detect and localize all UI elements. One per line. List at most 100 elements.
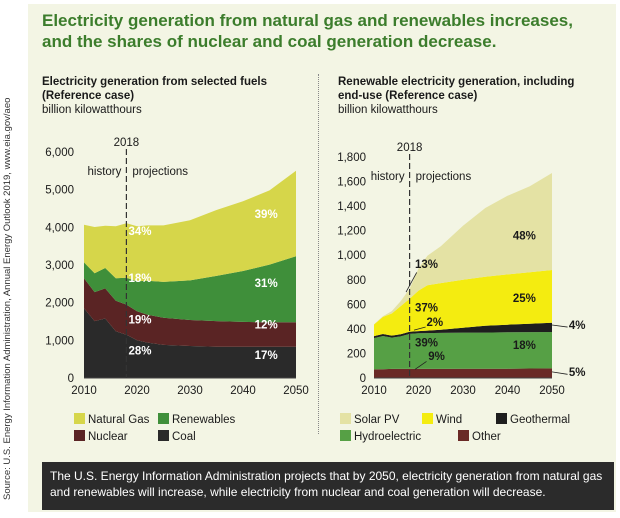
right-share-label: 13% (415, 259, 438, 271)
main-title-line2: and the shares of nuclear and coal gener… (42, 32, 497, 51)
left-y-tick-label: 0 (68, 373, 74, 385)
legend-item-natural-gas: Natural Gas (74, 413, 149, 426)
left-chart-unit: billion kilowatthours (42, 104, 142, 116)
right-leader-line (551, 371, 568, 375)
legend-item-nuclear: Nuclear (74, 430, 128, 443)
right-y-tick-label: 600 (347, 299, 366, 311)
left-divider-year: 2018 (114, 137, 140, 149)
right-x-tick-label: 2040 (495, 385, 521, 397)
right-y-tick-label: 1,200 (337, 226, 366, 238)
main-title: Electricity generation from natural gas … (42, 10, 612, 52)
right-area-geothermal (374, 322, 552, 339)
right-chart-unit: billion kilowatthours (338, 104, 438, 116)
legend-label-natural-gas: Natural Gas (88, 414, 150, 426)
right-share-label: 25% (513, 293, 536, 305)
left-area-natural-gas (84, 170, 296, 282)
right-y-tick-label: 1,400 (337, 201, 366, 213)
right-share-label: 39% (415, 338, 438, 350)
legend-label-renewables: Renewables (172, 414, 236, 426)
right-share-label: 18% (513, 340, 536, 352)
left-y-tick-label: 5,000 (45, 185, 74, 197)
right-area-hydroelectric (374, 332, 552, 370)
legend-label-other: Other (472, 431, 501, 443)
left-area-coal (84, 308, 296, 378)
right-share-label: 4% (569, 320, 586, 332)
right-share-label: 37% (415, 303, 438, 315)
right-projections-label: projections (416, 171, 472, 183)
legend-item-coal: Coal (158, 430, 196, 443)
left-x-tick-label: 2010 (71, 385, 97, 397)
right-y-tick-label: 800 (347, 275, 366, 287)
main-title-line1: Electricity generation from natural gas … (42, 11, 573, 30)
left-share-label: 39% (255, 209, 278, 221)
left-share-label: 19% (129, 314, 152, 326)
legend-item-other: Other (458, 430, 501, 443)
left-y-tick-label: 3,000 (45, 260, 74, 272)
right-x-tick-label: 2050 (539, 385, 565, 397)
left-y-tick-label: 2,000 (45, 298, 74, 310)
legend-item-hydroelectric: Hydroelectric (340, 430, 421, 443)
right-x-tick-label: 2020 (406, 385, 432, 397)
left-area-renewables (84, 256, 296, 323)
legend-swatch-geothermal (496, 413, 507, 424)
left-chart-title-line2: (Reference case) (42, 90, 135, 102)
left-chart-title: Electricity generation from selected fue… (42, 75, 267, 103)
left-history-label: history (88, 166, 122, 178)
right-share-label: 5% (569, 367, 586, 379)
left-share-label: 31% (255, 278, 278, 290)
right-x-tick-label: 2030 (450, 385, 476, 397)
right-divider-year: 2018 (397, 142, 423, 154)
left-share-label: 34% (129, 226, 152, 238)
right-y-tick-label: 0 (360, 373, 366, 385)
left-share-label: 18% (129, 273, 152, 285)
left-y-tick-label: 4,000 (45, 222, 74, 234)
legend-item-renewables: Renewables (158, 413, 235, 426)
legend-label-hydroelectric: Hydroelectric (354, 431, 422, 443)
left-projections-label: projections (132, 166, 188, 178)
left-share-label: 17% (255, 350, 278, 362)
left-share-label: 28% (129, 346, 152, 358)
right-y-tick-label: 1,600 (337, 177, 366, 189)
left-x-tick-label: 2040 (230, 385, 256, 397)
left-y-tick-label: 1,000 (45, 335, 74, 347)
right-chart-title-line2: end-use (Reference case) (338, 90, 478, 102)
legend-label-solar-pv: Solar PV (354, 414, 400, 426)
left-x-tick-label: 2050 (283, 385, 309, 397)
summary-box: The U.S. Energy Information Administrati… (42, 462, 614, 510)
right-history-label: history (371, 171, 405, 183)
left-y-tick-label: 6,000 (45, 147, 74, 159)
legend-label-wind: Wind (436, 414, 463, 426)
left-chart-title-line1: Electricity generation from selected fue… (42, 76, 267, 88)
left-x-tick-label: 2020 (124, 385, 150, 397)
right-leader-line (551, 324, 568, 328)
right-share-label: 48% (513, 230, 536, 242)
right-y-tick-label: 1,800 (337, 152, 366, 164)
legend-swatch-wind (422, 413, 433, 424)
right-leader-line (413, 326, 426, 331)
legend-label-coal: Coal (172, 431, 196, 443)
right-chart-title: Renewable electricity generation, includ… (338, 75, 574, 103)
right-share-label: 2% (427, 317, 444, 329)
right-share-label: 9% (428, 351, 445, 363)
legend-label-geothermal: Geothermal (510, 414, 571, 426)
right-area-other (374, 368, 552, 378)
left-x-tick-label: 2030 (177, 385, 203, 397)
legend-label-nuclear: Nuclear (88, 431, 128, 443)
right-leader-line (405, 272, 418, 293)
left-share-label: 12% (255, 319, 278, 331)
legend-swatch-renewables (158, 413, 169, 424)
right-area-solar-pv (374, 173, 552, 325)
legend-swatch-natural-gas (74, 413, 85, 424)
right-x-tick-label: 2010 (361, 385, 387, 397)
left-area-nuclear (84, 278, 296, 347)
legend-swatch-other (458, 430, 469, 441)
legend-swatch-nuclear (74, 430, 85, 441)
panel-divider (318, 74, 319, 434)
right-y-tick-label: 1,000 (337, 250, 366, 262)
right-area-wind (374, 270, 552, 337)
legend-swatch-coal (158, 430, 169, 441)
right-y-tick-label: 400 (347, 324, 366, 336)
right-y-tick-label: 200 (347, 348, 366, 360)
legend-swatch-solar-pv (340, 413, 351, 424)
